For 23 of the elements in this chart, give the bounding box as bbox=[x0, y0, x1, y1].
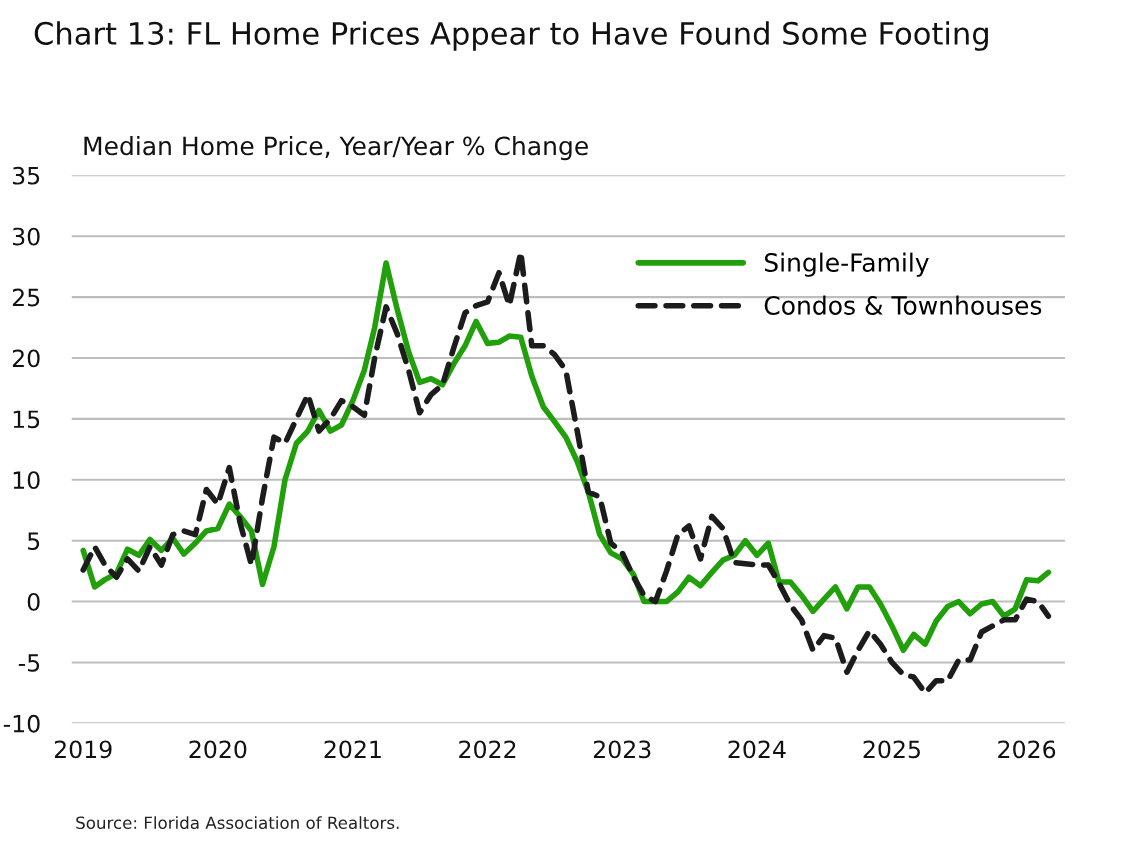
y-tick-label: 30 bbox=[12, 227, 40, 246]
source-note: Source: Florida Association of Realtors. bbox=[76, 816, 399, 830]
chart-title: Chart 13: FL Home Prices Appear to Have Found Some Footing bbox=[34, 21, 988, 51]
y-axis-title: Median Home Price, Year/Year % Change bbox=[84, 135, 588, 161]
x-tick-label: 2023 bbox=[593, 740, 651, 759]
legend-label: Single-Family bbox=[764, 252, 929, 277]
y-tick-label: -10 bbox=[3, 714, 40, 733]
y-tick-label: 0 bbox=[27, 593, 40, 611]
y-tick-label: -5 bbox=[18, 654, 40, 672]
x-tick-label: 2026 bbox=[998, 740, 1056, 759]
x-tick-label: 2022 bbox=[459, 740, 516, 759]
y-tick-label: 10 bbox=[13, 471, 40, 490]
y-tick-label: 25 bbox=[12, 288, 40, 307]
x-tick-label: 2019 bbox=[54, 740, 112, 759]
x-tick-label: 2024 bbox=[728, 740, 786, 759]
x-tick-label: 2025 bbox=[863, 740, 920, 759]
y-tick-label: 35 bbox=[12, 166, 40, 185]
y-tick-label: 15 bbox=[13, 410, 40, 429]
y-tick-label: 20 bbox=[12, 349, 40, 368]
x-tick-label: 2021 bbox=[324, 740, 381, 759]
legend-label: Condos & Townhouses bbox=[764, 295, 1042, 315]
x-tick-label: 2020 bbox=[189, 740, 247, 759]
y-tick-label: 5 bbox=[28, 532, 40, 550]
